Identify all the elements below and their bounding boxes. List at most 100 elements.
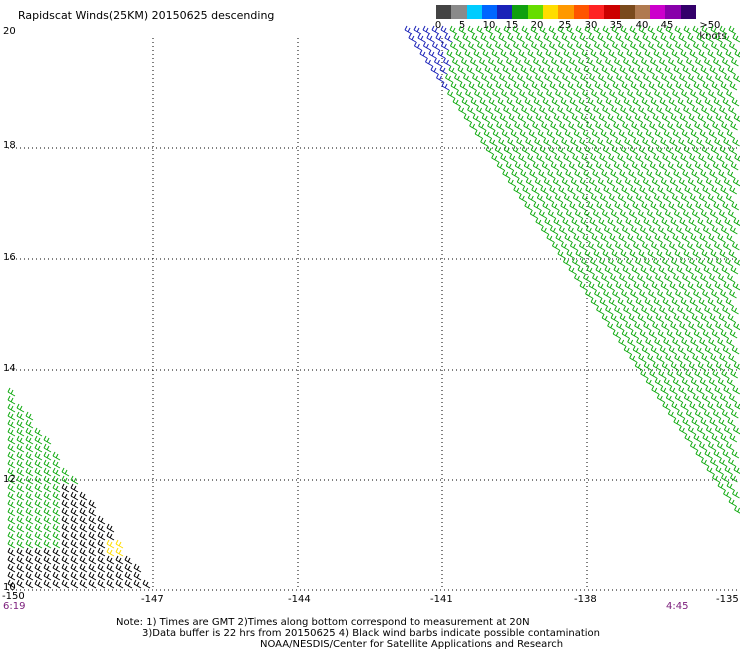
wind-barb <box>590 193 599 203</box>
wind-barb <box>647 249 656 259</box>
wind-barb <box>575 25 584 35</box>
wind-barb <box>685 409 694 419</box>
wind-barb <box>721 409 730 419</box>
wind-barb <box>649 265 658 275</box>
wind-barb <box>534 177 543 187</box>
wind-barb <box>732 177 740 187</box>
wind-barb <box>725 193 734 203</box>
wind-barb <box>569 57 577 67</box>
wind-barb <box>659 97 668 107</box>
wind-barb <box>34 515 43 525</box>
wind-barb <box>467 25 476 35</box>
wind-barb <box>7 475 16 485</box>
wind-barb <box>638 249 647 259</box>
wind-barb <box>585 225 594 235</box>
wind-barb <box>527 49 536 59</box>
wind-barb <box>52 451 61 461</box>
wind-barb <box>719 145 728 155</box>
wind-barb <box>611 249 620 259</box>
wind-barb <box>710 41 719 51</box>
wind-barb <box>7 515 16 525</box>
wind-barb <box>16 523 25 533</box>
wind-barb <box>668 97 677 107</box>
wind-barb <box>596 305 604 315</box>
wind-barb <box>692 25 701 35</box>
wind-barb <box>7 507 16 517</box>
wind-barb <box>691 313 700 323</box>
wind-barb <box>16 419 25 429</box>
wind-barb <box>531 185 540 195</box>
wind-barb <box>730 369 738 379</box>
wind-barb <box>593 105 601 115</box>
wind-barb <box>611 41 620 51</box>
wind-barb <box>431 41 440 51</box>
wind-barb <box>471 33 480 43</box>
wind-barb <box>560 201 569 211</box>
wind-barb <box>652 73 660 83</box>
wind-barb <box>680 401 689 411</box>
wind-barb <box>70 475 79 485</box>
wind-barb <box>660 281 669 291</box>
wind-barb <box>605 57 613 67</box>
wind-barb <box>578 201 587 211</box>
wind-barb <box>686 97 695 107</box>
wind-barb <box>619 209 628 219</box>
wind-barb <box>607 217 616 227</box>
wind-barb <box>679 361 688 371</box>
wind-barb <box>606 177 615 187</box>
wind-barb <box>16 411 25 421</box>
wind-barb <box>639 225 648 235</box>
wind-barb <box>570 137 578 147</box>
wind-barb <box>25 515 34 525</box>
wind-barb <box>656 41 665 51</box>
wind-barb <box>600 233 609 243</box>
wind-barb <box>728 249 737 259</box>
wind-barb <box>643 321 651 331</box>
wind-barb <box>430 65 439 75</box>
wind-barb <box>713 97 722 107</box>
wind-barb <box>649 161 658 171</box>
wind-barb <box>601 209 610 219</box>
wind-barb <box>551 201 560 211</box>
wind-barb <box>543 33 552 43</box>
wind-barb <box>461 97 470 107</box>
wind-barb <box>601 273 609 283</box>
wind-barb <box>654 129 663 139</box>
wind-barb <box>649 121 657 131</box>
wind-barb <box>25 555 34 565</box>
wind-barb <box>710 457 718 467</box>
wind-barb <box>668 305 676 315</box>
wind-barb <box>7 523 16 533</box>
wind-barb <box>524 57 532 67</box>
wind-barb <box>546 233 555 243</box>
wind-barb <box>585 289 593 299</box>
wind-barb <box>515 97 524 107</box>
wind-barb <box>445 73 453 83</box>
wind-barb <box>620 41 629 51</box>
wind-barb <box>635 49 644 59</box>
wind-barb <box>709 209 718 219</box>
wind-barb <box>16 435 25 445</box>
wind-barb <box>509 153 517 163</box>
wind-barb <box>470 97 479 107</box>
wind-barb <box>581 257 589 267</box>
wind-barb <box>34 555 43 565</box>
wind-barb <box>593 145 602 155</box>
wind-barb <box>717 233 726 243</box>
wind-barb <box>452 57 460 67</box>
wind-barb <box>34 443 43 453</box>
wind-barb <box>503 25 512 35</box>
wind-barb <box>727 417 736 427</box>
wind-barb <box>97 555 106 565</box>
wind-barb <box>491 153 499 163</box>
colorbar-swatch <box>527 5 544 19</box>
wind-barb <box>720 81 729 91</box>
wind-barb <box>647 105 655 115</box>
wind-barb <box>558 225 567 235</box>
wind-barb <box>639 81 648 91</box>
wind-barb <box>428 49 437 59</box>
wind-barb <box>623 305 631 315</box>
wind-barb <box>734 401 740 410</box>
wind-barb <box>499 113 508 123</box>
wind-barb <box>681 377 690 387</box>
